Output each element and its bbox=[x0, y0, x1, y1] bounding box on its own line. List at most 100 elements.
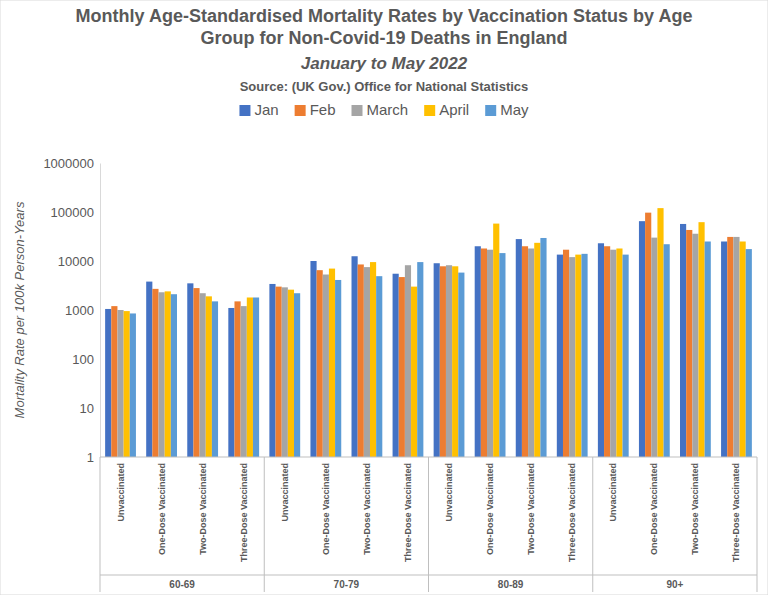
bar bbox=[323, 275, 329, 457]
bar bbox=[206, 296, 212, 457]
y-axis-title: Mortality Rate per 100k Person-Years bbox=[12, 201, 27, 418]
x-tick-label: Two-Dose Vaccinated bbox=[362, 463, 372, 555]
x-tick-label: Two-Dose Vaccinated bbox=[690, 463, 700, 555]
group-divider bbox=[100, 575, 757, 576]
y-tick: 1000 bbox=[65, 303, 100, 318]
x-axis: Unvaccinated One-Dose Vaccinated Two-Dose … bbox=[100, 457, 757, 592]
x-tick-label: One-Dose Vaccinated bbox=[321, 463, 331, 555]
bar bbox=[657, 208, 663, 457]
y-tick-label: 1 bbox=[87, 450, 94, 465]
y-axis: 1 10 100 1000 10000 100000 1000000 bbox=[43, 156, 100, 465]
group-label: 90+ bbox=[666, 579, 683, 590]
background bbox=[0, 0, 768, 595]
bar bbox=[411, 287, 417, 457]
x-tick-label: Three-Dose Vaccinated bbox=[403, 463, 413, 562]
bar bbox=[440, 266, 446, 457]
legend-item: Feb bbox=[295, 101, 336, 118]
y-tick-label: 1000 bbox=[65, 303, 94, 318]
group-separator bbox=[264, 457, 265, 592]
bar bbox=[733, 237, 739, 457]
legend-swatch bbox=[239, 105, 250, 116]
bar bbox=[540, 238, 546, 457]
subtitle: January to May 2022 bbox=[301, 54, 468, 73]
bar bbox=[317, 270, 323, 457]
group-label: 60-69 bbox=[169, 579, 195, 590]
x-tick-label: Three-Dose Vaccinated bbox=[567, 463, 577, 562]
legend-item: April bbox=[424, 101, 469, 118]
bar bbox=[193, 288, 199, 457]
bar bbox=[253, 297, 259, 457]
bar bbox=[499, 253, 505, 457]
legend-label: April bbox=[439, 101, 469, 118]
bar bbox=[159, 292, 165, 457]
bar bbox=[269, 284, 275, 457]
y-axis-line bbox=[100, 164, 101, 458]
x-tick-label: Unvaccinated bbox=[608, 463, 618, 522]
bar bbox=[358, 264, 364, 457]
y-tick-label: 1000000 bbox=[43, 156, 94, 171]
legend-swatch bbox=[424, 105, 435, 116]
legend-label: Jan bbox=[254, 101, 278, 118]
bar bbox=[165, 291, 171, 457]
bar bbox=[417, 262, 423, 457]
bar bbox=[370, 262, 376, 457]
bar bbox=[740, 242, 746, 457]
bar bbox=[124, 311, 130, 457]
bar bbox=[276, 287, 282, 457]
bars bbox=[105, 208, 752, 457]
y-tick: 10 bbox=[80, 401, 100, 416]
bar bbox=[393, 274, 399, 457]
bar bbox=[705, 242, 711, 457]
y-tick: 1000000 bbox=[43, 156, 100, 171]
bar bbox=[399, 277, 405, 457]
bar bbox=[534, 243, 540, 457]
bar bbox=[234, 301, 240, 457]
bar bbox=[310, 261, 316, 457]
y-tick-label: 10000 bbox=[58, 254, 94, 269]
bar bbox=[352, 256, 358, 457]
legend-item: May bbox=[485, 101, 529, 118]
y-tick: 100 bbox=[72, 352, 100, 367]
bar bbox=[528, 248, 534, 457]
legend-swatch bbox=[485, 105, 496, 116]
x-tick-label: Two-Dose Vaccinated bbox=[198, 463, 208, 555]
y-tick-label: 100 bbox=[72, 352, 94, 367]
bar bbox=[329, 269, 335, 457]
x-tick-label: Unvaccinated bbox=[280, 463, 290, 522]
group-separator bbox=[592, 457, 593, 592]
bar bbox=[604, 246, 610, 457]
bar bbox=[680, 224, 686, 457]
legend-swatch bbox=[295, 105, 306, 116]
bar bbox=[727, 237, 733, 457]
bar bbox=[241, 306, 247, 457]
y-tick-label: 100000 bbox=[51, 205, 94, 220]
source: Source: (UK Gov.) Office for National St… bbox=[240, 79, 529, 94]
bar bbox=[247, 297, 253, 457]
bar bbox=[130, 313, 136, 457]
bar bbox=[376, 276, 382, 457]
bar bbox=[187, 283, 193, 457]
bar bbox=[105, 309, 111, 457]
bar bbox=[111, 306, 117, 457]
bar bbox=[212, 301, 218, 457]
bar bbox=[651, 238, 657, 457]
bar bbox=[581, 254, 587, 457]
bar bbox=[686, 230, 692, 457]
y-tick-label: 10 bbox=[80, 401, 94, 416]
legend-label: Feb bbox=[310, 101, 336, 118]
bar bbox=[575, 255, 581, 457]
bar bbox=[434, 263, 440, 457]
bar bbox=[364, 267, 370, 457]
bar bbox=[493, 224, 499, 457]
bar bbox=[563, 250, 569, 457]
legend-item: March bbox=[352, 101, 409, 118]
bar bbox=[171, 294, 177, 457]
group-separator bbox=[757, 457, 758, 592]
bar bbox=[516, 239, 522, 457]
bar bbox=[481, 248, 487, 457]
bar bbox=[698, 222, 704, 457]
bar bbox=[692, 234, 698, 457]
bar bbox=[282, 287, 288, 457]
chart: Monthly Age-Standardised Mortality Rates… bbox=[0, 0, 768, 595]
group-separator bbox=[100, 457, 101, 592]
